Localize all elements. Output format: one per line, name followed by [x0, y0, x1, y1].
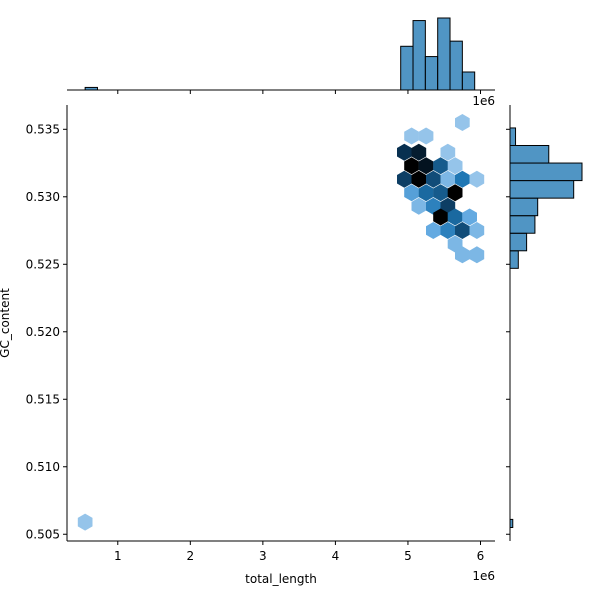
y-histogram-bar [509, 127, 517, 146]
right-histogram-ticks [506, 128, 510, 535]
hexbin-cell [440, 222, 456, 239]
hexbin-cell [77, 513, 93, 531]
x-histogram-bar [412, 20, 426, 91]
x-histogram-bar [437, 17, 451, 91]
right-marginal-histogram [506, 105, 583, 541]
x-tick-label: 4 [332, 549, 340, 563]
x-histogram-bars [84, 17, 476, 91]
hexbin-cell [447, 235, 463, 253]
y-histogram-bar [509, 232, 528, 252]
hexbin-cell [433, 157, 448, 175]
hexbin-cell [426, 222, 441, 239]
y-histogram-bar [509, 180, 575, 199]
hexbin-cell [426, 197, 441, 215]
hexbin-cell [397, 143, 412, 161]
x-tick-label: 1 [114, 549, 122, 563]
hexbin-cell [433, 208, 448, 226]
hexbin-cell [455, 114, 470, 131]
x-histogram-bar [449, 40, 463, 91]
hexbin-cell [462, 208, 477, 226]
y-histogram-bar [509, 144, 550, 164]
hexbin-cell [404, 157, 419, 175]
hexbin-cell [397, 170, 412, 188]
x-histogram-bar [400, 45, 414, 91]
hexbin-cell [455, 246, 470, 264]
hexbin-cell [411, 197, 427, 215]
x-tick-label: 3 [259, 549, 267, 563]
hexbin-cell [426, 170, 441, 188]
hexbin-cell [455, 170, 470, 188]
y-axis-label: GC_content [0, 288, 12, 358]
hexbin-cell [469, 246, 485, 264]
hexbin-cell [433, 184, 448, 202]
top-offset-label: 1e6 [472, 94, 495, 108]
x-tick-label: 2 [187, 549, 195, 563]
hexbin-cell [447, 208, 463, 226]
hexbin-cell [411, 143, 427, 161]
y-histogram-bars [509, 127, 583, 529]
y-histogram-bar [509, 215, 536, 234]
y-tick-label: 0.530 [26, 190, 60, 204]
top-marginal-histogram: 1e6 [67, 17, 495, 108]
y-histogram-bar [509, 197, 539, 217]
hexbin-cell [404, 127, 419, 145]
hexbin-cell [404, 184, 419, 202]
hexbin-cell [455, 222, 470, 239]
hexbin-cell [440, 143, 456, 161]
y-tick-label: 0.535 [26, 122, 60, 136]
hexbin-layer [77, 114, 485, 531]
x-axis-label: total_length [245, 572, 317, 586]
hexbin-cell [469, 170, 485, 188]
hexbin-cell [469, 222, 485, 239]
hexbin-cell [418, 184, 434, 202]
x-histogram-bar [461, 71, 476, 91]
y-tick-label: 0.515 [26, 392, 60, 406]
y-tick-label: 0.525 [26, 257, 60, 271]
x-histogram-bar [424, 56, 439, 91]
y-tick-label: 0.505 [26, 527, 60, 541]
y-histogram-bar [509, 162, 583, 182]
hexbin-cell [418, 157, 434, 175]
hexbin-cell [411, 170, 427, 188]
hexbin-cell [440, 170, 456, 188]
y-axis-ticks: 0.505 0.510 0.515 0.520 0.525 0.530 0.535 [26, 122, 67, 541]
y-tick-label: 0.520 [26, 325, 60, 339]
hexbin-cell [440, 197, 456, 215]
x-axis-offset-label: 1e6 [472, 569, 495, 583]
x-tick-label: 6 [477, 549, 485, 563]
y-histogram-bar [509, 250, 519, 269]
hexbin-cell [418, 127, 434, 145]
x-tick-label: 5 [404, 549, 412, 563]
hexbin-cell [447, 184, 463, 202]
top-histogram-ticks [117, 90, 481, 94]
x-axis-ticks: 1 2 3 4 5 6 [114, 541, 484, 563]
y-tick-label: 0.510 [26, 460, 60, 474]
hexbin-cell [447, 157, 463, 175]
